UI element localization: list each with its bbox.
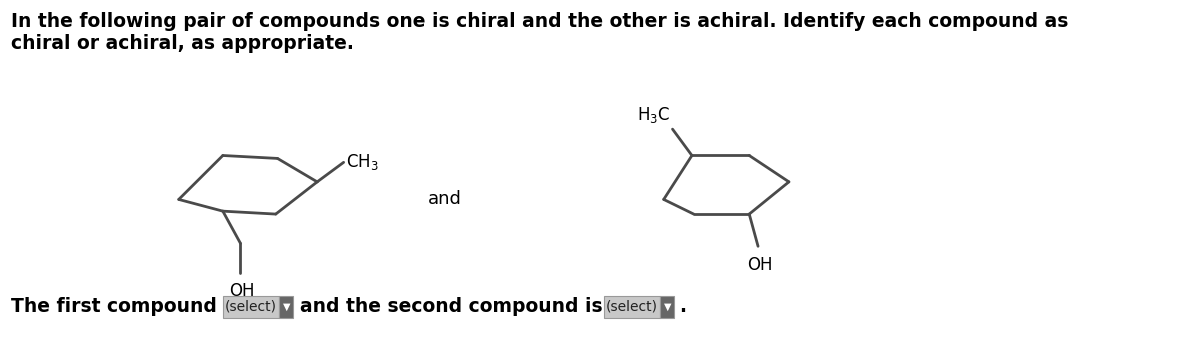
Text: CH$_3$: CH$_3$ — [347, 152, 379, 172]
FancyBboxPatch shape — [223, 296, 280, 318]
Text: OH: OH — [748, 256, 773, 274]
Text: .: . — [679, 297, 685, 316]
Text: and: and — [428, 190, 462, 208]
Text: ▼: ▼ — [282, 302, 290, 312]
Text: ▼: ▼ — [664, 302, 671, 312]
Text: The first compound is: The first compound is — [11, 297, 241, 316]
Text: OH: OH — [229, 282, 254, 300]
Text: H$_3$C: H$_3$C — [637, 105, 670, 125]
FancyBboxPatch shape — [604, 296, 660, 318]
Text: (select): (select) — [606, 300, 658, 314]
Text: and the second compound is: and the second compound is — [300, 297, 604, 316]
FancyBboxPatch shape — [280, 296, 293, 318]
Text: (select): (select) — [226, 300, 277, 314]
FancyBboxPatch shape — [660, 296, 674, 318]
Text: In the following pair of compounds one is chiral and the other is achiral. Ident: In the following pair of compounds one i… — [11, 12, 1068, 53]
